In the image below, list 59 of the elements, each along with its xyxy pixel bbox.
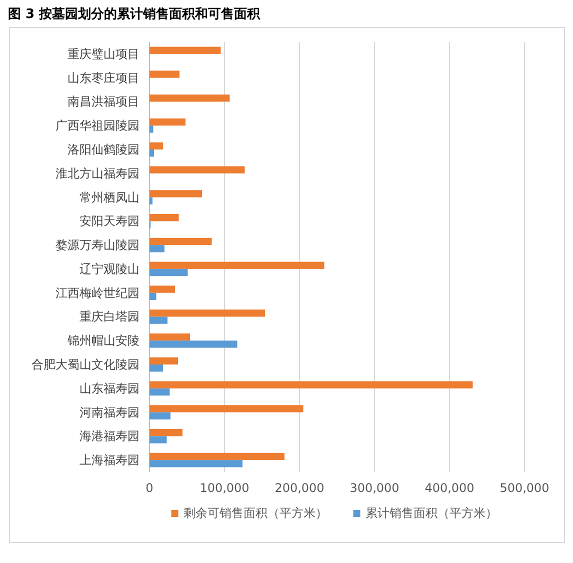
bar: [150, 262, 324, 269]
x-tick-label: 300,000: [350, 481, 400, 495]
bar: [150, 118, 186, 126]
bar: [150, 452, 284, 460]
y-tick-label: 山东枣庄项目: [68, 70, 140, 85]
y-tick-label: 锦州帽山安陵: [66, 334, 140, 348]
bar: [150, 429, 182, 436]
bar: [150, 381, 473, 388]
y-tick-label: 南昌洪福项目: [68, 94, 140, 109]
y-tick-label: 重庆白塔园: [80, 310, 140, 324]
x-tick-label: 400,000: [424, 481, 474, 495]
y-tick-label: 上海福寿园: [80, 453, 140, 468]
y-tick-label: 江西梅岭世纪园: [56, 286, 140, 300]
legend-label: 累计销售面积（平方米）: [365, 506, 498, 520]
bar: [150, 364, 163, 372]
bar: [150, 238, 212, 246]
y-tick-label: 河南福寿园: [80, 405, 140, 420]
bar: [150, 94, 230, 102]
bar: [150, 70, 180, 78]
y-tick-label: 洛阳仙鹤陵园: [68, 142, 140, 156]
y-tick-label: 常州栖凤山: [80, 190, 140, 204]
bar: [150, 310, 265, 317]
bar: [150, 197, 152, 204]
bar: [150, 340, 238, 348]
bar: [150, 142, 163, 150]
y-tick-label: 广西华祖园陵园: [56, 118, 140, 133]
bar: [150, 150, 154, 157]
bar: [150, 245, 164, 252]
bar: [150, 292, 156, 300]
bar: [150, 286, 175, 293]
bar: [150, 405, 304, 412]
bar: [150, 460, 242, 468]
y-tick-label: 安阳天寿园: [80, 214, 140, 228]
x-tick-label: 100,000: [200, 481, 250, 495]
bar: [150, 190, 202, 198]
plot: 0 100,000 200,000 300,000 400,000 500,000 重庆璧山项目 山东枣庄项目 南昌洪福项目 广西华祖园陵园 洛阳仙鹤陵园 淮北方山福寿园 常州栖凤山 安阳天寿园 婺源万寿山陵园 辽宁观陵山 江西梅岭世纪园 重庆白塔园 锦州帽山安陵 合肥大蜀山文化陵园 山东福寿园 河南福寿园 海港福寿园 上海福寿园: [32, 42, 550, 495]
bar: [150, 333, 190, 341]
bar: [150, 268, 188, 276]
x-tick-label: 500,000: [500, 481, 550, 495]
bar: [150, 316, 168, 324]
legend-label: 剩余可销售面积（平方米）: [183, 506, 328, 520]
bar: [150, 388, 170, 396]
bar: [150, 357, 178, 364]
y-tick-label: 海港福寿园: [80, 429, 140, 444]
y-tick-label: 辽宁观陵山: [80, 262, 140, 276]
bar: [150, 412, 170, 420]
y-tick-label: 山东福寿园: [80, 381, 140, 396]
x-tick-label: 200,000: [274, 481, 324, 495]
bar: [150, 46, 221, 54]
y-tick-label: 婺源万寿山陵园: [56, 238, 140, 252]
bar: [150, 126, 154, 133]
y-tick-label: 合肥大蜀山文化陵园: [32, 358, 140, 372]
chart-title: 图 3 按墓园划分的累计销售面积和可售面积: [8, 6, 262, 22]
y-tick-label: 重庆璧山项目: [68, 46, 140, 61]
x-tick-label: 0: [146, 481, 154, 495]
bar: [150, 436, 167, 444]
bar: [150, 166, 245, 174]
bar: [150, 214, 179, 222]
y-tick-label: 淮北方山福寿园: [56, 166, 140, 180]
